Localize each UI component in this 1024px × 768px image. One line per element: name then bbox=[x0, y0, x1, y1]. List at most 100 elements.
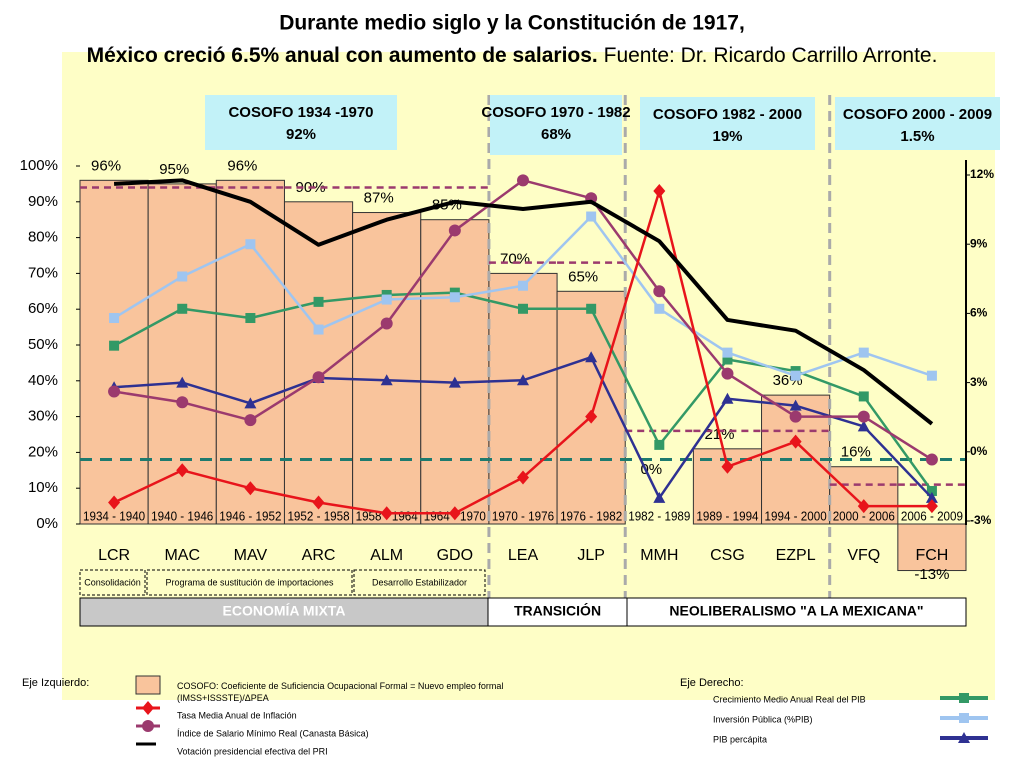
cosofo-value: 19% bbox=[712, 128, 742, 145]
legend-label: PIB percápita bbox=[713, 734, 767, 744]
source: Fuente: Dr. Ricardo Carrillo Arronte. bbox=[598, 44, 938, 67]
marker bbox=[518, 280, 528, 291]
marker bbox=[109, 313, 120, 324]
marker bbox=[109, 340, 120, 351]
marker bbox=[313, 296, 324, 307]
bar bbox=[556, 290, 626, 525]
marker bbox=[654, 439, 665, 450]
marker bbox=[517, 470, 529, 485]
marker bbox=[448, 376, 461, 388]
era-box bbox=[626, 597, 967, 627]
bar-value-label: 0% bbox=[640, 461, 662, 478]
bar bbox=[79, 179, 149, 525]
bar bbox=[420, 219, 490, 525]
x-tick-label: 1989 - 1994 bbox=[696, 508, 758, 523]
marker bbox=[142, 720, 154, 732]
cosofo-box bbox=[490, 95, 622, 155]
y-tick-label: 0% bbox=[36, 515, 58, 532]
cosofo-box bbox=[205, 95, 397, 150]
president-label: MAV bbox=[234, 547, 268, 564]
president-label: LCR bbox=[98, 547, 130, 564]
president-label: ARC bbox=[302, 547, 336, 564]
marker bbox=[585, 351, 598, 363]
phase-box bbox=[353, 569, 486, 596]
marker bbox=[176, 396, 189, 409]
bar-value-label: 87% bbox=[364, 190, 394, 207]
legend-label: Crecimiento Medio Anual Real del PIB bbox=[713, 694, 866, 704]
x-tick-label: 1994 - 2000 bbox=[765, 508, 827, 523]
x-tick-label: 1940 - 1946 bbox=[151, 508, 213, 523]
marker bbox=[926, 486, 937, 497]
x-tick-label: 1982 - 1989 bbox=[628, 508, 690, 523]
president-label: ALM bbox=[370, 547, 403, 564]
cosofo-title: COSOFO 1970 - 1982 bbox=[481, 104, 630, 121]
cosofo-value: 1.5% bbox=[900, 128, 934, 145]
marker bbox=[789, 434, 802, 449]
marker bbox=[721, 459, 734, 474]
marker bbox=[449, 292, 460, 303]
title: Durante medio siglo y la Constitución de… bbox=[279, 12, 745, 35]
marker bbox=[653, 184, 666, 199]
president-label: MAC bbox=[164, 547, 200, 564]
bar-value-label: 96% bbox=[91, 157, 121, 174]
marker bbox=[926, 370, 937, 381]
y2-tick-label: 0% bbox=[970, 444, 988, 458]
bar bbox=[352, 212, 422, 525]
marker bbox=[925, 491, 938, 503]
phase-label: Programa de sustitución de importaciones bbox=[165, 577, 334, 587]
marker bbox=[653, 491, 666, 503]
marker bbox=[925, 453, 938, 466]
y-tick-label: 40% bbox=[28, 372, 58, 389]
president-label: EZPL bbox=[776, 547, 816, 564]
y2-tick-label: -3% bbox=[970, 513, 992, 527]
y-tick-label: 80% bbox=[28, 229, 58, 246]
marker bbox=[380, 317, 393, 330]
marker bbox=[857, 499, 870, 514]
y-tick-label: 10% bbox=[28, 479, 58, 496]
marker bbox=[380, 506, 393, 521]
legend-label: Índice de Salario Mínimo Real (Canasta B… bbox=[177, 728, 369, 738]
bar-value-label: 16% bbox=[841, 444, 871, 461]
marker bbox=[958, 732, 970, 743]
y-tick-label: 70% bbox=[28, 264, 58, 281]
y-tick-label: 60% bbox=[28, 300, 58, 317]
marker bbox=[858, 347, 869, 358]
x-tick-label: 1946 - 1952 bbox=[219, 508, 281, 523]
x-tick-label: 1970 - 1976 bbox=[492, 508, 554, 523]
president-label: MMH bbox=[640, 547, 678, 564]
y-tick-label: 50% bbox=[28, 336, 58, 353]
marker bbox=[790, 370, 801, 381]
marker bbox=[176, 376, 189, 388]
marker bbox=[858, 391, 869, 402]
y-tick-label: 100% bbox=[20, 157, 58, 174]
cosofo-title: COSOFO 2000 - 2009 bbox=[843, 106, 992, 123]
marker bbox=[177, 303, 188, 314]
marker bbox=[653, 285, 666, 298]
marker bbox=[857, 420, 870, 432]
cosofo-value: 92% bbox=[286, 126, 316, 143]
marker bbox=[959, 693, 969, 703]
y2-tick-label: 6% bbox=[970, 306, 988, 320]
bar-value-label: 70% bbox=[500, 250, 530, 267]
series-line bbox=[113, 178, 934, 426]
cosofo-title: COSOFO 1982 - 2000 bbox=[653, 106, 802, 123]
legend-label: Inversión Pública (%PIB) bbox=[713, 714, 813, 724]
y2-tick-label: 12% bbox=[970, 167, 994, 181]
marker bbox=[108, 495, 121, 510]
era-label: NEOLIBERALISMO "A LA MEXICANA" bbox=[669, 603, 923, 619]
marker bbox=[721, 367, 734, 380]
marker bbox=[925, 499, 938, 514]
marker bbox=[789, 410, 802, 423]
marker bbox=[244, 397, 257, 409]
marker bbox=[857, 410, 870, 423]
legend-label: Tasa Media Anual de Inflación bbox=[177, 710, 297, 720]
bar-value-label: -13% bbox=[914, 566, 949, 583]
phase-box bbox=[146, 569, 353, 596]
legend-text: COSOFO: Coeficiente de Suficiencia Ocupa… bbox=[177, 681, 504, 703]
marker bbox=[142, 701, 154, 715]
cosofo-box bbox=[640, 97, 815, 150]
legend-title: Eje Derecho: bbox=[680, 677, 744, 689]
president-label: LEA bbox=[508, 547, 539, 564]
y2-tick-label: 3% bbox=[970, 375, 988, 389]
y-tick-label: 30% bbox=[28, 408, 58, 425]
